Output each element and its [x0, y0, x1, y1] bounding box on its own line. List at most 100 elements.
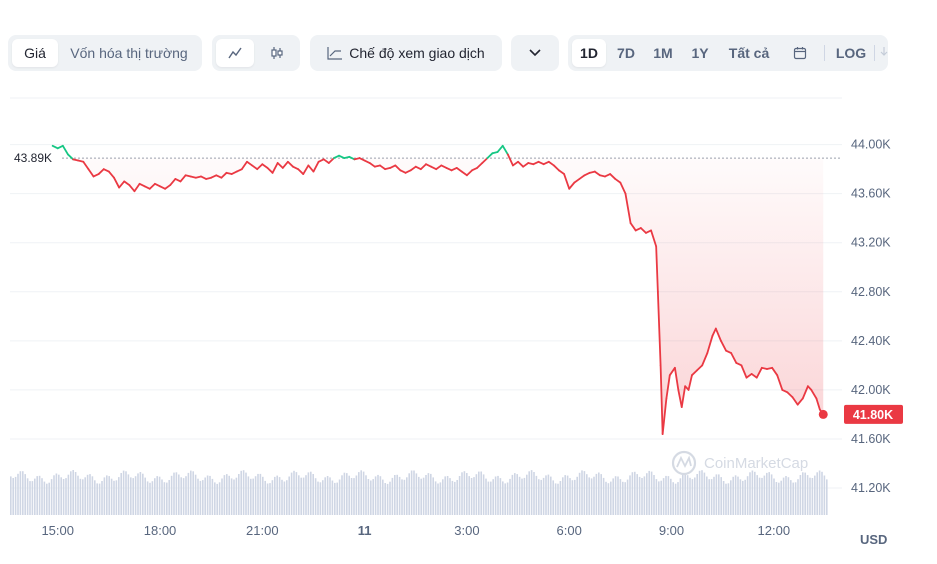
- range-1y[interactable]: 1Y: [691, 45, 709, 61]
- volume-bar: [686, 475, 689, 515]
- price-segment: [781, 388, 789, 394]
- price-segment: [164, 184, 172, 190]
- range-all[interactable]: Tất cả: [728, 45, 770, 61]
- log-scale-toggle[interactable]: LOG: [835, 45, 867, 61]
- price-segment: [578, 174, 586, 180]
- download-button[interactable]: [878, 39, 888, 67]
- price-segment: [801, 385, 809, 400]
- date-range-button[interactable]: [786, 39, 814, 67]
- volume-bar: [295, 472, 298, 515]
- volume-bar: [643, 476, 646, 515]
- price-segment: [810, 388, 818, 400]
- volume-bar: [782, 477, 785, 515]
- range-switch: 1D 7D 1M 1Y Tất cả LOG: [568, 35, 888, 71]
- volume-bar: [660, 480, 662, 515]
- range-7d[interactable]: 7D: [617, 45, 635, 61]
- volume-bar: [504, 483, 506, 515]
- price-segment: [179, 174, 187, 183]
- volume-bar: [271, 480, 274, 515]
- volume-bar: [578, 472, 581, 515]
- volume-bar: [218, 482, 221, 515]
- volume-bar: [154, 478, 156, 515]
- volume-bar: [403, 479, 406, 515]
- line-chart-button[interactable]: [216, 39, 254, 67]
- volume-bar: [12, 478, 14, 515]
- volume-bar: [242, 470, 245, 515]
- volume-bar: [662, 478, 665, 515]
- volume-bar: [737, 476, 739, 515]
- volume-bar: [139, 472, 142, 515]
- volume-bar: [420, 478, 422, 515]
- volume-bar: [324, 477, 326, 515]
- price-segment: [440, 164, 448, 169]
- price-segment: [368, 162, 376, 168]
- volume-bar: [564, 475, 566, 515]
- volume-bar: [470, 478, 473, 515]
- volume-bar: [473, 477, 475, 515]
- range-1m[interactable]: 1M: [653, 45, 673, 61]
- volume-bar: [492, 479, 494, 515]
- price-segment: [138, 182, 146, 188]
- price-segment: [414, 165, 422, 171]
- volume-bar: [701, 470, 703, 515]
- tab-price[interactable]: Giá: [12, 39, 58, 67]
- volume-bar: [785, 476, 787, 515]
- volume-bar: [466, 473, 468, 515]
- price-segment: [481, 157, 489, 164]
- more-options-button[interactable]: [511, 35, 559, 71]
- price-segment: [133, 182, 141, 193]
- price-segment: [639, 227, 647, 234]
- volume-bar: [137, 473, 139, 515]
- volume-bar: [814, 475, 816, 515]
- trading-view-button[interactable]: Chế độ xem giao dịch: [314, 39, 498, 67]
- volume-bar: [696, 474, 698, 515]
- volume-bar: [602, 477, 605, 515]
- volume-bar: [730, 480, 732, 515]
- volume-bar: [10, 476, 12, 515]
- volume-bar: [250, 478, 252, 515]
- range-1d[interactable]: 1D: [572, 39, 606, 67]
- volume-bar: [413, 470, 415, 515]
- volume-bar: [31, 481, 34, 515]
- price-segment: [230, 170, 238, 175]
- x-tick-label: 9:00: [659, 523, 684, 538]
- price-segment: [776, 374, 784, 391]
- volume-bar: [722, 481, 725, 515]
- volume-bar: [216, 483, 218, 515]
- candlestick-chart-button[interactable]: [258, 39, 296, 67]
- price-segment: [327, 157, 335, 164]
- volume-bar: [634, 471, 636, 515]
- volume-bar: [206, 475, 209, 515]
- volume-bar: [593, 476, 595, 515]
- volume-bar: [199, 480, 202, 515]
- volume-bar: [816, 472, 818, 515]
- volume-bar: [773, 478, 775, 515]
- volume-bar: [574, 479, 576, 515]
- volume-bar: [322, 480, 324, 515]
- volume-bar: [252, 478, 254, 515]
- volume-bar: [158, 476, 161, 515]
- volume-bar: [790, 480, 792, 515]
- volume-bar: [456, 480, 458, 515]
- price-segment: [123, 180, 131, 186]
- price-segment: [92, 173, 100, 178]
- y-tick-label: 42.80K: [851, 285, 891, 299]
- volume-bar: [65, 478, 67, 515]
- volume-bar: [797, 479, 799, 515]
- price-segment: [486, 152, 494, 159]
- price-segment: [51, 144, 59, 150]
- volume-bar: [408, 473, 410, 515]
- volume-bar: [799, 475, 802, 515]
- volume-bar: [487, 481, 490, 515]
- volume-bar: [437, 483, 439, 515]
- volume-bar: [348, 475, 350, 515]
- price-segment: [61, 144, 69, 156]
- volume-bar: [550, 476, 552, 515]
- volume-bar: [266, 483, 269, 515]
- price-segment: [735, 362, 743, 367]
- volume-bar: [756, 475, 758, 515]
- tab-market-cap[interactable]: Vốn hóa thị trường: [70, 45, 188, 61]
- volume-bar: [185, 476, 187, 515]
- price-segment: [624, 192, 632, 225]
- price-segment: [235, 168, 243, 173]
